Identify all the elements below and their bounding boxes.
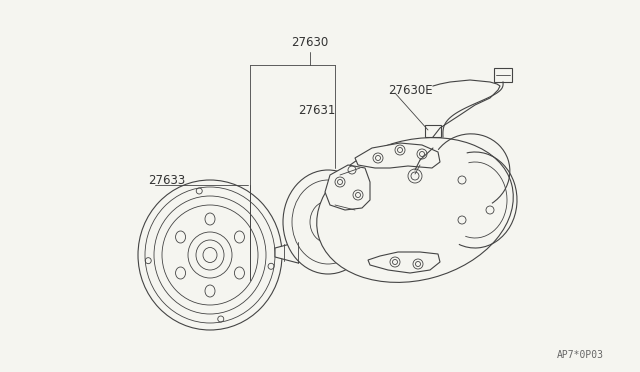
FancyBboxPatch shape [425, 125, 441, 137]
Polygon shape [325, 165, 370, 210]
FancyBboxPatch shape [494, 68, 512, 82]
Text: 27630E: 27630E [388, 83, 433, 96]
Text: 27633: 27633 [148, 173, 185, 186]
Ellipse shape [283, 170, 373, 274]
Text: 27631: 27631 [298, 103, 335, 116]
Text: AP7*0P03: AP7*0P03 [557, 350, 604, 360]
Ellipse shape [317, 138, 513, 282]
Polygon shape [355, 143, 440, 168]
Polygon shape [275, 242, 308, 263]
Text: 27630: 27630 [291, 35, 328, 48]
Polygon shape [368, 252, 440, 273]
Ellipse shape [162, 205, 258, 305]
Circle shape [408, 169, 422, 183]
Ellipse shape [138, 180, 282, 330]
